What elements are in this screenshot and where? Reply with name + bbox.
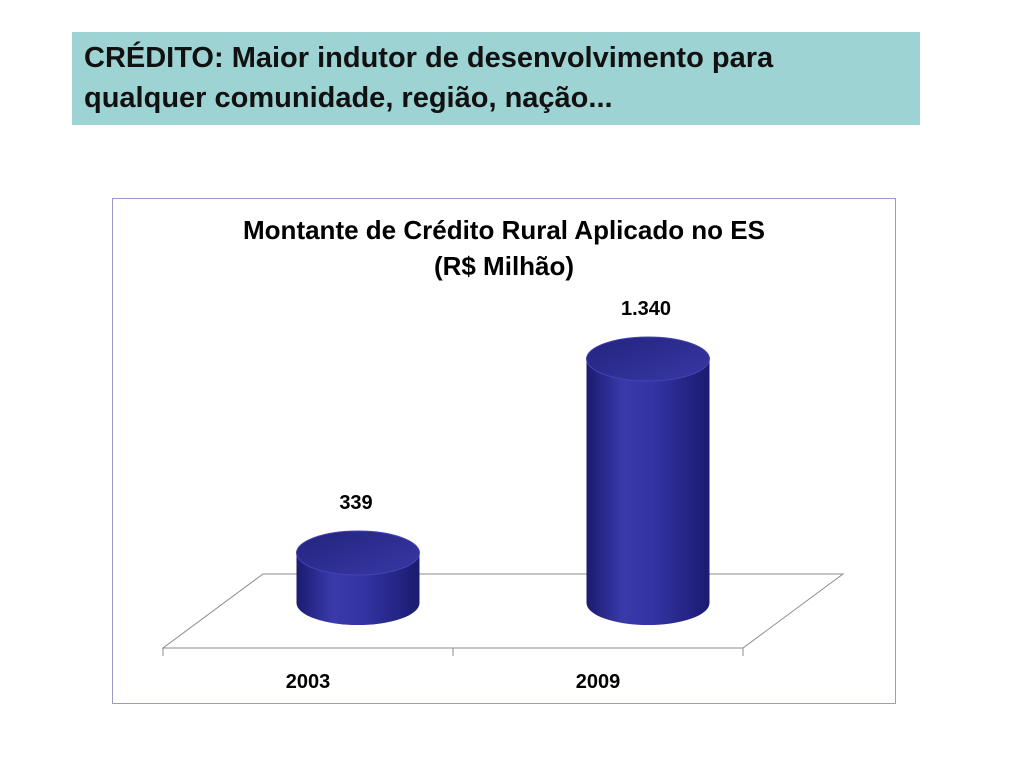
bar-cylinder-top (586, 336, 710, 382)
chart-floor-plane (161, 573, 845, 649)
chart-subtitle: (R$ Milhão) (433, 251, 575, 281)
bar-cylinder-2003 (296, 530, 420, 625)
bar-cylinder-2009 (586, 336, 710, 625)
slide-title-box: CRÉDITO: Maior indutor de desenvolviment… (72, 32, 920, 125)
chart-title: Montante de Crédito Rural Aplicado no ES… (112, 212, 896, 284)
chart-floor (161, 573, 845, 656)
data-label: 1.340 (621, 298, 671, 320)
slide-title-line-1: CRÉDITO: Maior indutor de desenvolviment… (84, 42, 774, 74)
bar-cylinder-body (586, 359, 710, 603)
x-axis-category-label: 2009 (576, 671, 621, 693)
bar-cylinder-top (296, 530, 420, 576)
x-axis-category-label: 2003 (286, 671, 331, 693)
chart-labels: 339 2003 1.340 2009 (286, 298, 671, 693)
slide-title-line-2: qualquer comunidade, região, nação... (84, 82, 613, 114)
chart-bars (296, 336, 710, 625)
chart-title-line: Montante de Crédito Rural Aplicado no ES (243, 215, 765, 245)
data-label: 339 (339, 492, 372, 514)
